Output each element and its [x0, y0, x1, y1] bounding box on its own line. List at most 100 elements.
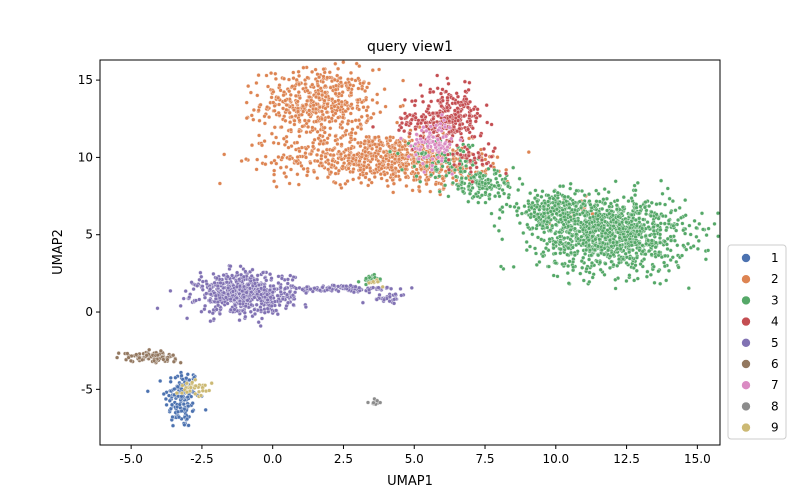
- scatter-point: [553, 260, 558, 266]
- scatter-point: [393, 166, 398, 171]
- scatter-point: [274, 135, 279, 140]
- scatter-point: [304, 146, 309, 151]
- scatter-point: [654, 202, 659, 207]
- scatter-point: [291, 107, 297, 113]
- scatter-point: [587, 279, 592, 284]
- scatter-point: [647, 248, 652, 253]
- scatter-point: [168, 375, 173, 380]
- scatter-point: [278, 289, 283, 295]
- scatter-point: [674, 259, 679, 264]
- scatter-point: [228, 264, 233, 269]
- scatter-point: [558, 217, 563, 222]
- scatter-point: [540, 223, 545, 229]
- scatter-point: [264, 278, 269, 283]
- scatter-point: [199, 309, 204, 314]
- scatter-point: [251, 117, 256, 122]
- scatter-point: [576, 236, 581, 241]
- scatter-point: [296, 90, 301, 95]
- scatter-point: [287, 289, 292, 294]
- scatter-point: [403, 167, 408, 172]
- scatter-point: [294, 77, 299, 82]
- scatter-point: [681, 228, 686, 233]
- legend-marker-7: [741, 380, 751, 391]
- scatter-point: [349, 90, 354, 95]
- scatter-point: [635, 276, 640, 281]
- scatter-point: [609, 259, 614, 264]
- scatter-point: [561, 222, 566, 227]
- scatter-point: [417, 147, 422, 152]
- scatter-point: [340, 164, 345, 169]
- scatter-point: [403, 139, 408, 144]
- scatter-point: [251, 107, 256, 113]
- scatter-point: [215, 284, 220, 289]
- scatter-point: [318, 86, 323, 91]
- scatter-point: [445, 76, 450, 81]
- scatter-point: [527, 244, 533, 249]
- scatter-point: [301, 166, 306, 171]
- scatter-point: [383, 104, 388, 109]
- scatter-point: [395, 120, 400, 125]
- scatter-point: [183, 289, 188, 294]
- scatter-point: [418, 179, 423, 184]
- scatter-point: [314, 119, 319, 124]
- scatter-point: [701, 227, 706, 232]
- scatter-point: [651, 224, 656, 230]
- scatter-point: [611, 224, 616, 229]
- scatter-point: [330, 158, 335, 163]
- scatter-point: [371, 279, 376, 284]
- scatter-point: [311, 103, 316, 108]
- scatter-point: [429, 99, 434, 104]
- scatter-point: [519, 211, 524, 216]
- scatter-point: [348, 82, 353, 87]
- scatter-point: [587, 243, 592, 248]
- scatter-point: [665, 186, 670, 191]
- scatter-point: [603, 201, 608, 206]
- scatter-point: [333, 91, 338, 96]
- scatter-point: [249, 273, 254, 279]
- scatter-point: [613, 179, 618, 184]
- scatter-point: [391, 190, 396, 195]
- scatter-point: [489, 122, 494, 127]
- scatter-point: [436, 155, 441, 160]
- scatter-point: [338, 135, 343, 140]
- scatter-point: [288, 120, 293, 125]
- scatter-point: [620, 256, 626, 261]
- scatter-point: [197, 277, 202, 282]
- scatter-point: [649, 252, 654, 257]
- scatter-point: [190, 409, 195, 414]
- scatter-point: [659, 178, 664, 183]
- scatter-point: [466, 127, 471, 132]
- scatter-point: [629, 212, 634, 217]
- scatter-point: [500, 187, 505, 193]
- scatter-point: [243, 314, 248, 319]
- scatter-point: [545, 225, 550, 230]
- scatter-point: [551, 273, 556, 278]
- scatter-point: [330, 148, 335, 153]
- scatter-point: [530, 232, 535, 237]
- scatter-point: [179, 408, 184, 414]
- scatter-point: [440, 98, 445, 103]
- scatter-point: [180, 383, 185, 388]
- scatter-point: [184, 381, 189, 386]
- scatter-point: [346, 166, 351, 171]
- scatter-point: [656, 269, 661, 274]
- scatter-point: [365, 105, 370, 110]
- scatter-point: [594, 188, 599, 193]
- scatter-point: [404, 122, 409, 127]
- scatter-point: [683, 213, 688, 218]
- scatter-point: [297, 149, 302, 154]
- scatter-point: [265, 84, 271, 89]
- scatter-point: [494, 176, 499, 181]
- scatter-point: [602, 272, 607, 277]
- scatter-point: [599, 248, 604, 253]
- scatter-point: [200, 287, 205, 292]
- scatter-point: [389, 165, 394, 170]
- scatter-point: [365, 85, 370, 90]
- scatter-point: [508, 204, 513, 209]
- scatter-point: [412, 103, 417, 108]
- scatter-point: [358, 167, 363, 172]
- scatter-point: [579, 188, 585, 194]
- scatter-point: [380, 284, 385, 289]
- legend-label-9: 9: [771, 421, 779, 435]
- scatter-point: [272, 299, 277, 304]
